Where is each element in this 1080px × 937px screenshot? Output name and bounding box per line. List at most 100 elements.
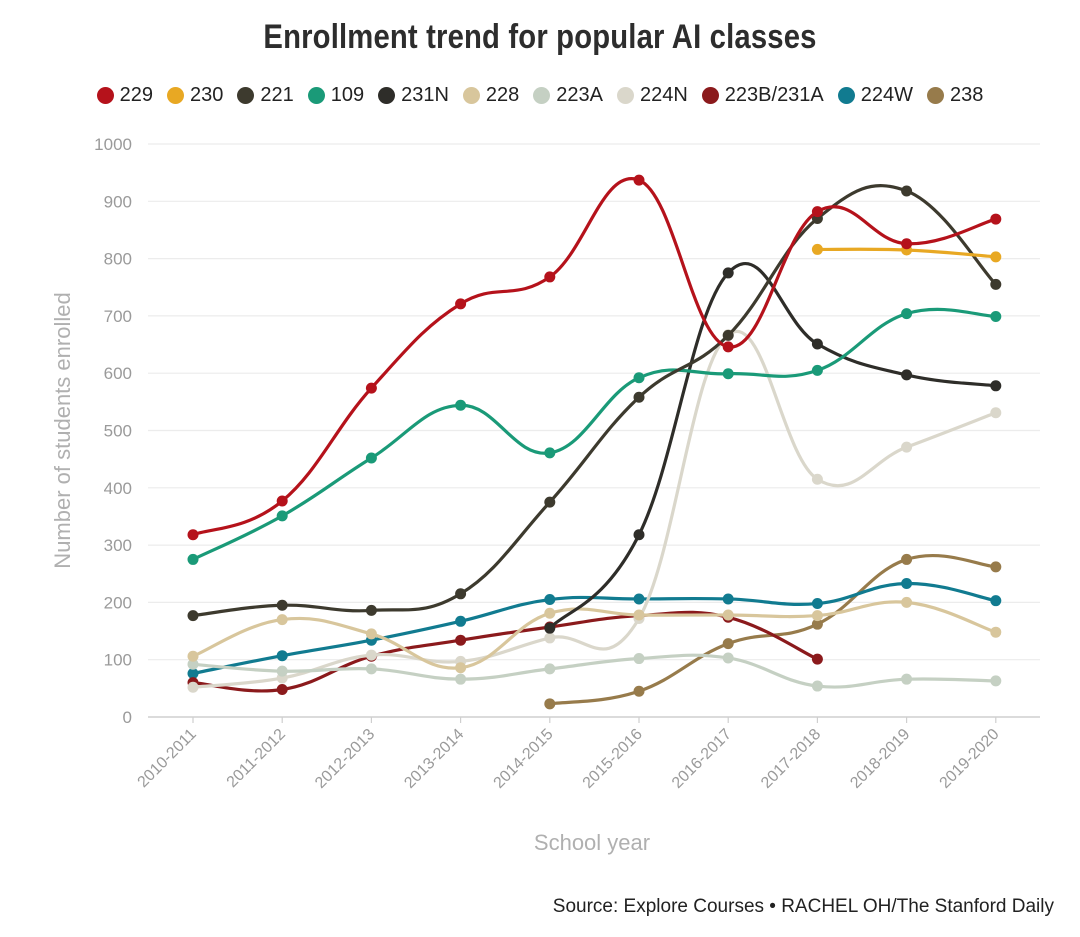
legend-item: 238: [927, 84, 983, 107]
data-point: [633, 653, 645, 665]
legend-label: 223B/231A: [724, 84, 824, 106]
series-224N: [187, 329, 1002, 693]
y-tick-label: 0: [123, 708, 132, 727]
data-point: [276, 683, 288, 695]
data-point: [633, 609, 645, 621]
y-tick-label: 900: [104, 192, 132, 211]
y-tick-label: 600: [104, 364, 132, 383]
legend-item: 223A: [533, 84, 603, 107]
data-point: [544, 632, 556, 644]
legend-item: 224W: [837, 84, 913, 107]
x-axis-label: School year: [534, 830, 650, 855]
x-tick-label: 2018-2019: [847, 726, 913, 792]
legend-swatch: [462, 87, 480, 104]
legend-label: 221: [260, 84, 294, 106]
data-point: [544, 698, 556, 710]
data-point: [722, 638, 734, 650]
data-point: [811, 473, 823, 485]
data-point: [722, 593, 734, 605]
legend-swatch: [166, 87, 184, 104]
legend-label: 230: [189, 84, 224, 106]
data-point: [990, 561, 1002, 573]
legend-swatch: [533, 87, 551, 104]
data-point: [544, 271, 556, 283]
data-point: [990, 595, 1002, 607]
data-point: [365, 452, 377, 464]
data-point: [990, 251, 1002, 263]
data-point: [990, 407, 1002, 419]
legend-swatch: [307, 87, 325, 104]
y-tick-label: 500: [104, 422, 132, 441]
data-point: [901, 369, 913, 381]
data-point: [187, 610, 199, 622]
data-point: [811, 618, 823, 630]
series-231N: [544, 262, 1002, 634]
data-point: [990, 626, 1002, 638]
data-point: [455, 634, 467, 646]
series-line: [548, 554, 998, 706]
data-point: [722, 652, 734, 664]
data-point: [276, 510, 288, 522]
legend-item: 231N: [378, 84, 449, 107]
data-point: [276, 614, 288, 626]
x-tick-label: 2013-2014: [401, 726, 467, 792]
legend-swatch: [701, 87, 719, 104]
data-point: [633, 174, 645, 186]
x-tick-label: 2015-2016: [580, 726, 646, 792]
data-point: [544, 594, 556, 606]
y-tick-label: 1000: [94, 135, 132, 154]
data-point: [901, 441, 913, 453]
data-point: [455, 615, 467, 627]
data-point: [544, 607, 556, 619]
data-point: [722, 609, 734, 621]
data-point: [722, 341, 734, 353]
series-line: [548, 262, 998, 630]
data-point: [633, 685, 645, 697]
data-point: [633, 391, 645, 403]
data-point: [901, 185, 913, 197]
data-point: [365, 628, 377, 640]
legend-item: 230: [166, 84, 224, 107]
data-point: [990, 310, 1002, 322]
data-point: [276, 665, 288, 677]
chart-title: Enrollment trend for popular AI classes: [263, 18, 817, 56]
x-tick-label: 2010-2011: [135, 726, 200, 791]
data-point: [901, 308, 913, 320]
series-line: [191, 307, 998, 562]
series-line: [191, 581, 998, 676]
y-tick-label: 700: [104, 307, 132, 326]
data-point: [365, 663, 377, 675]
legend-label: 223A: [556, 84, 603, 106]
x-tick-label: 2011-2012: [224, 726, 289, 791]
data-point: [187, 529, 199, 541]
x-tick-label: 2014-2015: [491, 726, 557, 792]
data-point: [901, 673, 913, 685]
x-tick-label: 2017-2018: [758, 726, 824, 792]
series-223A: [187, 652, 1002, 692]
data-point: [811, 610, 823, 622]
data-point: [544, 622, 556, 634]
data-point: [187, 667, 199, 679]
legend-swatch: [927, 87, 945, 104]
data-point: [990, 213, 1002, 225]
y-tick-label: 100: [104, 651, 132, 670]
series-line: [191, 176, 998, 537]
x-tick-label: 2016-2017: [669, 726, 735, 792]
y-tick-label: 300: [104, 536, 132, 555]
data-point: [633, 529, 645, 541]
data-point: [811, 598, 823, 610]
series-line: [191, 653, 998, 689]
data-point: [455, 662, 467, 674]
data-point: [901, 238, 913, 250]
series-line: [191, 184, 998, 618]
data-point: [722, 329, 734, 341]
data-point: [365, 604, 377, 616]
data-point: [365, 382, 377, 394]
series-228: [187, 596, 1002, 674]
data-point: [811, 243, 823, 255]
data-point: [276, 599, 288, 611]
data-point: [811, 364, 823, 376]
legend-label: 238: [950, 84, 984, 106]
data-point: [633, 593, 645, 605]
y-tick-label: 400: [104, 479, 132, 498]
